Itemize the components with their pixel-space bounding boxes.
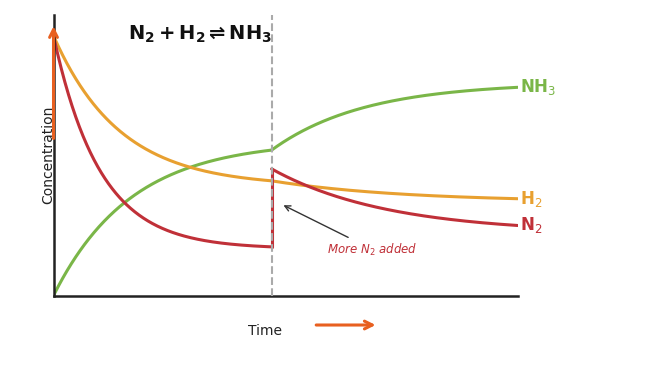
Text: More N$_2$ added: More N$_2$ added bbox=[285, 206, 417, 258]
Text: Time: Time bbox=[249, 324, 282, 338]
Text: NH$_3$: NH$_3$ bbox=[520, 77, 556, 97]
Text: N$_2$: N$_2$ bbox=[520, 216, 543, 236]
Y-axis label: Concentration: Concentration bbox=[41, 106, 55, 204]
Text: $\mathbf{N_2 + H_2 \rightleftharpoons NH_3}$: $\mathbf{N_2 + H_2 \rightleftharpoons NH… bbox=[128, 23, 272, 45]
Text: H$_2$: H$_2$ bbox=[520, 189, 543, 209]
